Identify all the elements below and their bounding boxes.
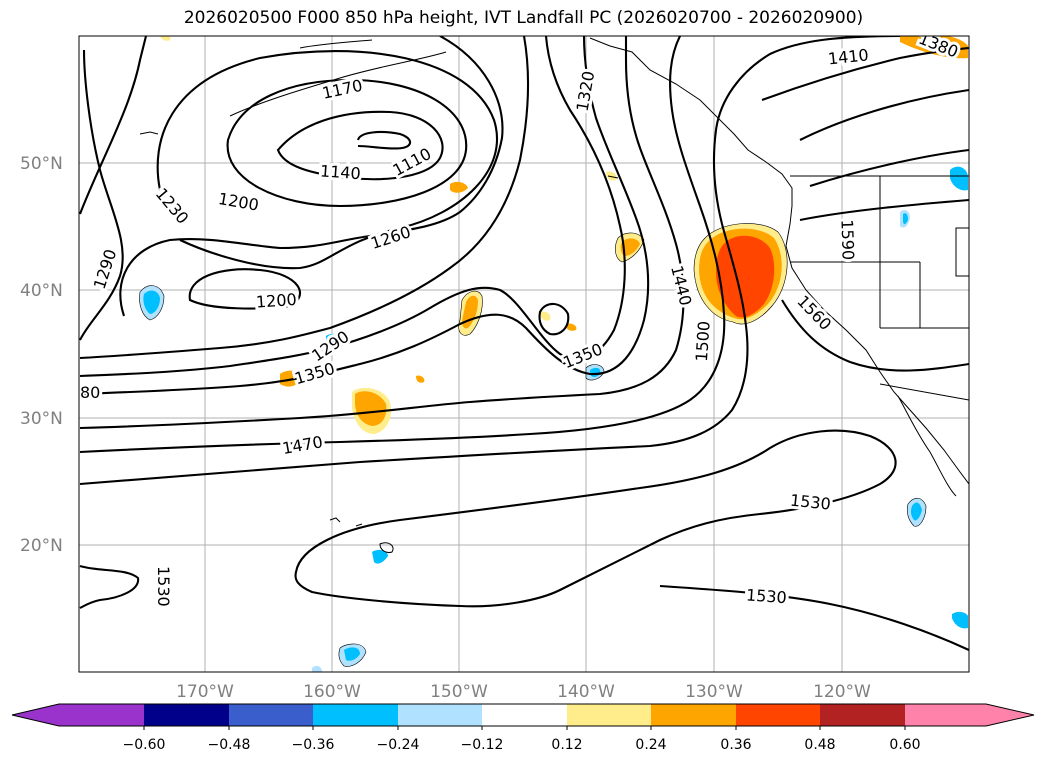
colorbar-tick-label: −0.60 (123, 737, 166, 753)
longitude-labels: 170°W 160°W 150°W 140°W 130°W 120°W (176, 682, 871, 702)
colorbar-extend-max (986, 704, 1034, 726)
height-contours (79, 36, 969, 651)
contour-label: 1530 (745, 585, 787, 607)
lat-label: 20°N (20, 536, 63, 556)
colorbar-tick-label: 0.36 (720, 737, 751, 753)
lon-label: 160°W (303, 682, 361, 702)
latitude-labels: 50°N 40°N 30°N 20°N (20, 154, 63, 556)
colorbar-outline (11, 703, 1035, 727)
colorbar-tick-label: −0.36 (292, 737, 335, 753)
colorbar-tick-label: 0.12 (551, 737, 582, 753)
colorbar-tick-label: 0.24 (635, 737, 666, 753)
lon-label: 170°W (176, 682, 234, 702)
colorbar-segment (820, 704, 905, 726)
map-title: 2026020500 F000 850 hPa height, IVT Land… (183, 8, 864, 28)
lat-label: 40°N (20, 281, 63, 301)
colorbar-segment (59, 704, 144, 726)
contour-label: 1530 (154, 566, 173, 607)
graticule (79, 36, 969, 672)
contour-label: 1200 (255, 290, 297, 312)
colorbar-segment (398, 704, 482, 726)
lon-label: 140°W (557, 682, 615, 702)
lat-label: 30°N (20, 409, 63, 429)
colorbar-tick-label: −0.48 (208, 737, 251, 753)
ivt-shading (139, 36, 968, 672)
lon-label: 150°W (430, 682, 488, 702)
colorbar-segment (651, 704, 736, 726)
colorbar-extend-min (12, 704, 59, 726)
coastlines (139, 37, 969, 553)
contour-label: 1500 (692, 320, 714, 362)
map-frame (78, 35, 970, 673)
contour-label: 1590 (837, 219, 857, 260)
colorbar-segment (482, 704, 567, 726)
colorbar-segment (905, 704, 986, 726)
colorbar-segment (313, 704, 398, 726)
contour-label: 80 (80, 383, 100, 402)
colorbar-tick-label: 0.48 (804, 737, 835, 753)
colorbar-tick-label: 0.60 (889, 737, 920, 753)
colorbar-segment (736, 704, 820, 726)
colorbar-tick-label: −0.24 (377, 737, 420, 753)
colorbar-tick-label: −0.12 (461, 737, 504, 753)
lon-label: 120°W (813, 682, 871, 702)
colorbar: −0.60 −0.48 −0.36 −0.24 −0.12 0.12 0.24 … (11, 703, 1035, 753)
colorbar-segment (229, 704, 313, 726)
contour-label: 1140 (319, 161, 361, 183)
colorbar-segment (144, 704, 229, 726)
colorbar-segment (567, 704, 651, 726)
ivt-outlines (139, 223, 927, 667)
lat-label: 50°N (20, 154, 63, 174)
lon-label: 130°W (685, 682, 743, 702)
